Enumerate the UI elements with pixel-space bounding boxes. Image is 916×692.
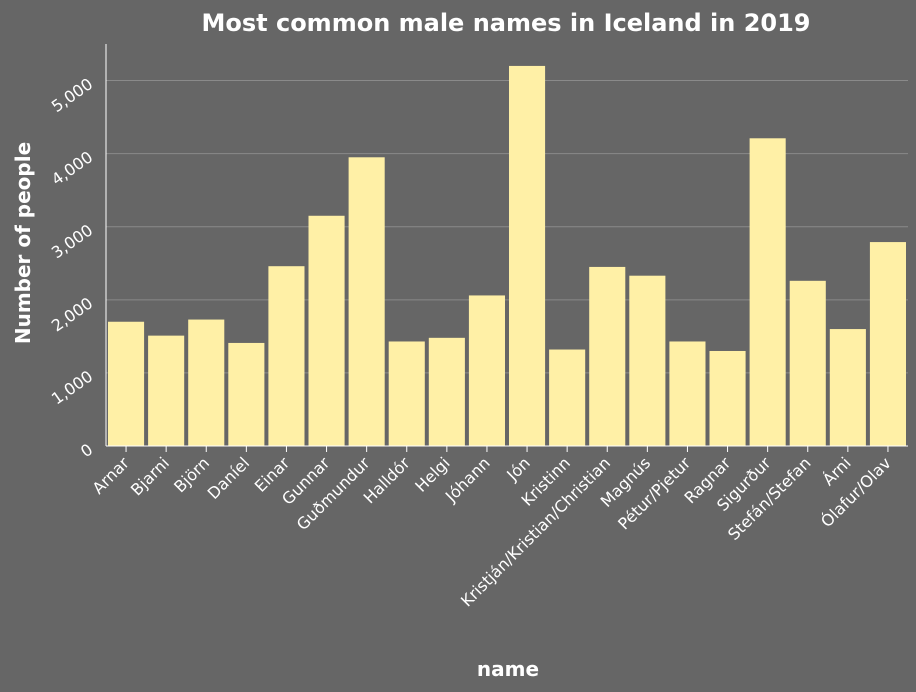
chart-title: Most common male names in Iceland in 201… — [201, 9, 810, 37]
bar — [228, 342, 265, 446]
bar — [148, 335, 185, 446]
x-tick-label: Daníel — [204, 453, 253, 502]
y-axis-label: Number of people — [11, 142, 35, 344]
x-tick-labels: ArnarBjarniBjörnDaníelEinarGunnarGuðmund… — [88, 453, 894, 610]
y-tick-label: 3,000 — [48, 220, 96, 262]
bar — [789, 280, 826, 446]
bar — [108, 321, 145, 446]
y-tick-label: 2,000 — [48, 294, 96, 336]
bar — [509, 65, 546, 446]
y-tick-label: 4,000 — [48, 147, 96, 189]
bar-layer — [108, 65, 906, 447]
y-tick-label: 0 — [77, 440, 96, 461]
bar — [308, 215, 345, 446]
grid-layer — [106, 80, 908, 374]
bar — [869, 242, 906, 446]
bar — [428, 337, 465, 446]
x-tick-label: Jón — [502, 453, 534, 485]
bar — [388, 341, 425, 446]
x-tick-label: Jóhann — [441, 453, 494, 506]
y-tick-labels: 0 1,000 2,000 3,000 4,000 5,000 — [48, 74, 96, 461]
x-tick-label: Arnar — [88, 453, 133, 498]
y-tick-label: 5,000 — [48, 74, 96, 116]
x-axis-label: name — [477, 657, 539, 681]
bar — [188, 319, 225, 446]
bar — [669, 341, 706, 446]
y-tick-label: 1,000 — [48, 367, 96, 409]
bar — [549, 349, 586, 446]
bar — [629, 275, 666, 446]
bar — [829, 329, 866, 446]
bar — [348, 157, 385, 447]
bar — [589, 266, 626, 446]
bar — [749, 138, 786, 446]
bar — [268, 266, 305, 446]
axis-layer — [105, 44, 908, 452]
bar — [709, 350, 746, 446]
bar — [468, 295, 505, 446]
x-tick-label: Bjarni — [127, 453, 173, 499]
x-tick-label: Árni — [819, 453, 855, 489]
